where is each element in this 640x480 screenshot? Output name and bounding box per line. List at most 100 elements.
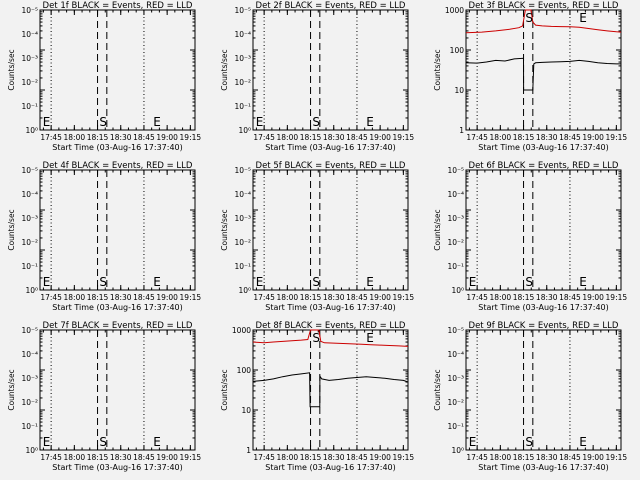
y-tick-label: 10⁻⁴: [21, 30, 38, 39]
time-marker-label: E: [579, 275, 587, 289]
plot-frame: [39, 9, 196, 131]
time-marker-label: S: [525, 11, 533, 25]
x-tick-label: 18:00: [490, 293, 512, 302]
y-tick-label: 10⁻³: [447, 214, 464, 223]
x-tick-label: 18:30: [536, 453, 558, 462]
y-tick-label: 10⁻⁴: [21, 190, 38, 199]
x-tick-label: 17:45: [253, 293, 275, 302]
y-tick-label: 10⁰: [25, 446, 38, 455]
plot-frame: [252, 329, 409, 451]
time-marker-label: E: [153, 275, 161, 289]
y-tick-label: 10⁻³: [21, 374, 38, 383]
x-tick-label: 18:00: [64, 453, 86, 462]
y-tick-label: 100: [450, 46, 465, 55]
x-tick-label: 19:15: [180, 133, 202, 142]
y-axis-label: Counts/sec: [7, 369, 16, 410]
plot-frame: [39, 329, 196, 451]
x-tick-label: 19:00: [582, 453, 604, 462]
y-tick-label: 10: [241, 406, 251, 415]
panel-title: Det 7f BLACK = Events, RED = LLD: [43, 321, 193, 331]
y-tick-label: 10⁻⁵: [21, 6, 38, 15]
x-tick-label: 18:45: [559, 293, 581, 302]
x-tick-label: 18:30: [110, 453, 132, 462]
time-marker-label: E: [256, 275, 264, 289]
detector-panel-2: Det 2f BLACK = Events, RED = LLD 10⁰ 10⁻¹ 1…: [220, 1, 414, 152]
y-axis-label: Counts/sec: [220, 209, 229, 250]
x-tick-label: 19:00: [369, 133, 391, 142]
x-tick-label: 18:30: [323, 133, 345, 142]
x-tick-label: 18:15: [87, 133, 109, 142]
x-tick-label: 18:00: [490, 453, 512, 462]
y-tick-label: 10⁻³: [447, 374, 464, 383]
x-tick-label: 19:15: [180, 453, 202, 462]
y-tick-label: 10⁻¹: [21, 422, 38, 431]
x-tick-label: 19:00: [369, 293, 391, 302]
series-line-2: [252, 372, 409, 408]
plot-frame: [465, 9, 622, 131]
x-tick-label: 17:45: [466, 293, 488, 302]
x-tick-label: 19:15: [180, 293, 202, 302]
detector-panel-6: Det 6f BLACK = Events, RED = LLD 10⁰ 10⁻¹ 1…: [433, 161, 627, 312]
time-marker-label: E: [366, 275, 374, 289]
y-tick-label: 10⁻⁵: [21, 166, 38, 175]
x-tick-label: 18:00: [277, 453, 299, 462]
x-tick-label: 18:45: [346, 293, 368, 302]
x-tick-label: 17:45: [253, 453, 275, 462]
y-tick-label: 10⁻³: [234, 54, 251, 63]
detector-panel-4: Det 4f BLACK = Events, RED = LLD 10⁰ 10⁻¹ 1…: [7, 161, 201, 312]
time-marker-label: E: [579, 435, 587, 449]
x-axis-label: Start Time (03-Aug-16 17:37:40): [265, 463, 396, 472]
x-tick-label: 19:00: [156, 453, 178, 462]
time-marker-label: S: [525, 275, 533, 289]
y-tick-label: 10⁻²: [447, 398, 464, 407]
y-tick-label: 10: [454, 86, 464, 95]
x-tick-label: 18:00: [277, 133, 299, 142]
time-marker-label: S: [99, 275, 107, 289]
y-axis-label: Counts/sec: [7, 209, 16, 250]
y-tick-label: 10⁻²: [234, 238, 251, 247]
x-tick-label: 17:45: [253, 133, 275, 142]
x-tick-label: 17:45: [40, 453, 62, 462]
y-axis-label: Counts/sec: [7, 49, 16, 90]
y-tick-label: 10⁻²: [234, 78, 251, 87]
y-tick-label: 10⁰: [25, 126, 38, 135]
time-marker-label: E: [469, 435, 477, 449]
y-tick-label: 10⁰: [451, 446, 464, 455]
x-tick-label: 18:30: [110, 293, 132, 302]
x-tick-label: 17:45: [466, 133, 488, 142]
x-axis-label: Start Time (03-Aug-16 17:37:40): [52, 303, 183, 312]
plot-frame: [465, 329, 622, 451]
x-tick-label: 19:15: [393, 133, 415, 142]
x-tick-label: 18:30: [536, 133, 558, 142]
y-axis-label: Counts/sec: [433, 49, 442, 90]
panel-title: Det 8f BLACK = Events, RED = LLD: [256, 321, 406, 331]
y-tick-label: 10⁻²: [21, 78, 38, 87]
x-tick-label: 19:15: [606, 453, 628, 462]
x-tick-label: 18:15: [513, 133, 535, 142]
time-marker-label: E: [366, 115, 374, 129]
x-axis-label: Start Time (03-Aug-16 17:37:40): [478, 463, 609, 472]
y-tick-label: 10⁻¹: [234, 102, 251, 111]
panel-title: Det 6f BLACK = Events, RED = LLD: [469, 161, 619, 171]
y-tick-label: 10⁻²: [21, 398, 38, 407]
detector-panel-7: Det 7f BLACK = Events, RED = LLD 10⁰ 10⁻¹ 1…: [7, 321, 201, 472]
plot-frame: [39, 169, 196, 291]
x-tick-label: 19:15: [606, 133, 628, 142]
time-marker-label: E: [469, 275, 477, 289]
x-tick-label: 18:30: [110, 133, 132, 142]
y-tick-label: 10⁻⁵: [234, 6, 251, 15]
panel-title: Det 9f BLACK = Events, RED = LLD: [469, 321, 619, 331]
time-marker-label: S: [312, 115, 320, 129]
y-tick-label: 1: [459, 126, 464, 135]
y-tick-label: 10⁻³: [234, 214, 251, 223]
time-marker-label: E: [256, 115, 264, 129]
y-axis-label: Counts/sec: [220, 49, 229, 90]
x-tick-label: 19:15: [393, 453, 415, 462]
series-line-1: [465, 9, 622, 34]
y-tick-label: 10⁻¹: [234, 262, 251, 271]
panel-title: Det 5f BLACK = Events, RED = LLD: [256, 161, 406, 171]
x-tick-label: 19:00: [582, 133, 604, 142]
x-tick-label: 19:15: [606, 293, 628, 302]
y-tick-label: 10⁻¹: [447, 422, 464, 431]
